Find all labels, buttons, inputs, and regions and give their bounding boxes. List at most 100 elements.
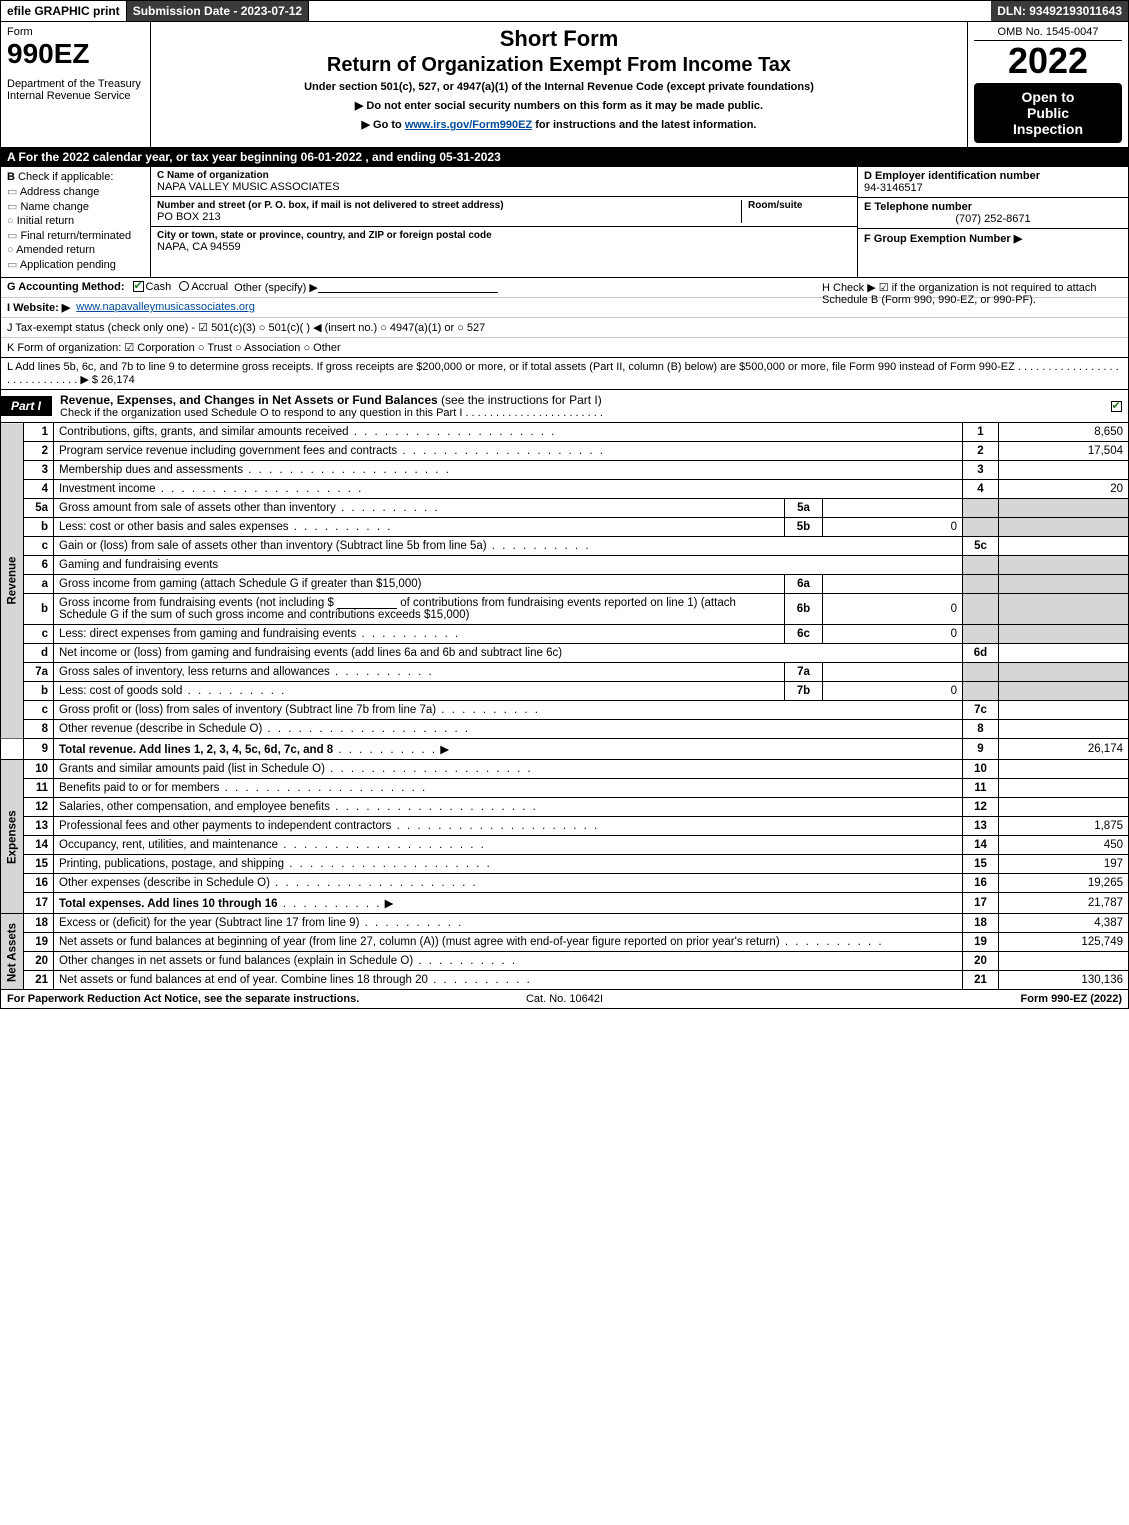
side-expenses: Expenses — [1, 760, 24, 914]
line-6c: c Less: direct expenses from gaming and … — [1, 625, 1129, 644]
c-room-cap: Room/suite — [748, 200, 851, 211]
l17-val: 21,787 — [999, 893, 1129, 914]
chk-amended-return[interactable]: Amended return — [7, 244, 144, 256]
l2-num: 2 — [24, 442, 54, 461]
l16-val: 19,265 — [999, 874, 1129, 893]
chk-initial-return[interactable]: Initial return — [7, 215, 144, 227]
line-19: 19 Net assets or fund balances at beginn… — [1, 933, 1129, 952]
l6d-val — [999, 644, 1129, 663]
part1-header: Part I Revenue, Expenses, and Changes in… — [0, 390, 1129, 423]
line-6: 6 Gaming and fundraising events — [1, 556, 1129, 575]
header-center: Short Form Return of Organization Exempt… — [151, 22, 968, 147]
l19-val: 125,749 — [999, 933, 1129, 952]
l12-box: 12 — [963, 798, 999, 817]
line-15: 15 Printing, publications, postage, and … — [1, 855, 1129, 874]
l6c-sub: 6c — [785, 625, 823, 644]
c-street-cell: Number and street (or P. O. box, if mail… — [151, 197, 857, 227]
line-20: 20 Other changes in net assets or fund b… — [1, 952, 1129, 971]
c-name-cap: C Name of organization — [157, 170, 851, 181]
footer-catno: Cat. No. 10642I — [379, 993, 751, 1005]
l5a-sub: 5a — [785, 499, 823, 518]
l7a-valshade — [999, 663, 1129, 682]
l14-val: 450 — [999, 836, 1129, 855]
l7a-num: 7a — [24, 663, 54, 682]
chk-final-return[interactable]: Final return/terminated — [7, 229, 144, 242]
b-text: Check if applicable: — [18, 171, 113, 183]
l1-num: 1 — [24, 423, 54, 442]
l10-val — [999, 760, 1129, 779]
chk-accrual[interactable] — [179, 281, 189, 291]
l8-desc: Other revenue (describe in Schedule O) — [54, 720, 963, 739]
part1-check[interactable] — [1104, 399, 1128, 413]
l20-desc: Other changes in net assets or fund bala… — [54, 952, 963, 971]
line-5a: 5a Gross amount from sale of assets othe… — [1, 499, 1129, 518]
l8-val — [999, 720, 1129, 739]
chk-address-change[interactable]: Address change — [7, 185, 144, 198]
form-number: 990EZ — [7, 38, 144, 70]
l18-box: 18 — [963, 914, 999, 933]
l10-box: 10 — [963, 760, 999, 779]
l5b-num: b — [24, 518, 54, 537]
l7b-valshade — [999, 682, 1129, 701]
l6d-box: 6d — [963, 644, 999, 663]
row-g: G Accounting Method: Cash Accrual Other … — [1, 278, 1128, 298]
l15-val: 197 — [999, 855, 1129, 874]
l11-num: 11 — [24, 779, 54, 798]
chk-name-change[interactable]: Name change — [7, 200, 144, 213]
l5b-boxshade — [963, 518, 999, 537]
l19-desc: Net assets or fund balances at beginning… — [54, 933, 963, 952]
title-return: Return of Organization Exempt From Incom… — [157, 54, 961, 77]
line-9: 9 Total revenue. Add lines 1, 2, 3, 4, 5… — [1, 739, 1129, 760]
l6c-boxshade — [963, 625, 999, 644]
l12-desc: Salaries, other compensation, and employ… — [54, 798, 963, 817]
block-bcf: B Check if applicable: Address change Na… — [0, 167, 1129, 278]
part1-title: Revenue, Expenses, and Changes in Net As… — [52, 390, 1104, 422]
chk-application-pending[interactable]: Application pending — [7, 258, 144, 271]
l5b-valshade — [999, 518, 1129, 537]
line-5c: c Gain or (loss) from sale of assets oth… — [1, 537, 1129, 556]
l18-desc: Excess or (deficit) for the year (Subtra… — [54, 914, 963, 933]
e-cap: E Telephone number — [864, 201, 1122, 213]
l4-num: 4 — [24, 480, 54, 499]
l9-desc: Total revenue. Add lines 1, 2, 3, 4, 5c,… — [54, 739, 963, 760]
l15-desc: Printing, publications, postage, and shi… — [54, 855, 963, 874]
l8-box: 8 — [963, 720, 999, 739]
line-21: 21 Net assets or fund balances at end of… — [1, 971, 1129, 990]
l1-desc: Contributions, gifts, grants, and simila… — [54, 423, 963, 442]
row-j: J Tax-exempt status (check only one) - ☑… — [1, 318, 1128, 338]
l6a-subval — [823, 575, 963, 594]
footer-left: For Paperwork Reduction Act Notice, see … — [7, 993, 379, 1005]
form-header: Form 990EZ Department of the Treasury In… — [0, 21, 1129, 148]
l13-val: 1,875 — [999, 817, 1129, 836]
omb-number: OMB No. 1545-0047 — [974, 26, 1122, 41]
l6c-subval: 0 — [823, 625, 963, 644]
part1-sub: Check if the organization used Schedule … — [60, 407, 1096, 419]
line-7a: 7a Gross sales of inventory, less return… — [1, 663, 1129, 682]
l5c-desc: Gain or (loss) from sale of assets other… — [54, 537, 963, 556]
line-2: 2 Program service revenue including gove… — [1, 442, 1129, 461]
l10-num: 10 — [24, 760, 54, 779]
chk-cash[interactable] — [133, 281, 144, 292]
row-a-taxyear: A For the 2022 calendar year, or tax yea… — [0, 148, 1129, 167]
l3-val — [999, 461, 1129, 480]
l1-box: 1 — [963, 423, 999, 442]
irs-link[interactable]: www.irs.gov/Form990EZ — [405, 119, 532, 131]
l2-val: 17,504 — [999, 442, 1129, 461]
l5b-subval: 0 — [823, 518, 963, 537]
l6b-valshade — [999, 594, 1129, 625]
c-street-cap: Number and street (or P. O. box, if mail… — [157, 200, 741, 211]
tax-year: 2022 — [974, 43, 1122, 79]
line-11: 11 Benefits paid to or for members 11 — [1, 779, 1129, 798]
i-label: I Website: ▶ — [7, 301, 70, 314]
side-netassets: Net Assets — [1, 914, 24, 990]
org-city: NAPA, CA 94559 — [157, 241, 851, 253]
g-other-blank[interactable] — [318, 281, 498, 293]
l5b-sub: 5b — [785, 518, 823, 537]
efile-label[interactable]: efile GRAPHIC print — [1, 1, 127, 21]
c-city-cap: City or town, state or province, country… — [157, 230, 851, 241]
l6b-blank[interactable] — [337, 597, 397, 609]
l6c-desc: Less: direct expenses from gaming and fu… — [54, 625, 785, 644]
dln-label: DLN: 93492193011643 — [991, 1, 1128, 21]
l9-box: 9 — [963, 739, 999, 760]
website-link[interactable]: www.napavalleymusicassociates.org — [76, 301, 255, 314]
